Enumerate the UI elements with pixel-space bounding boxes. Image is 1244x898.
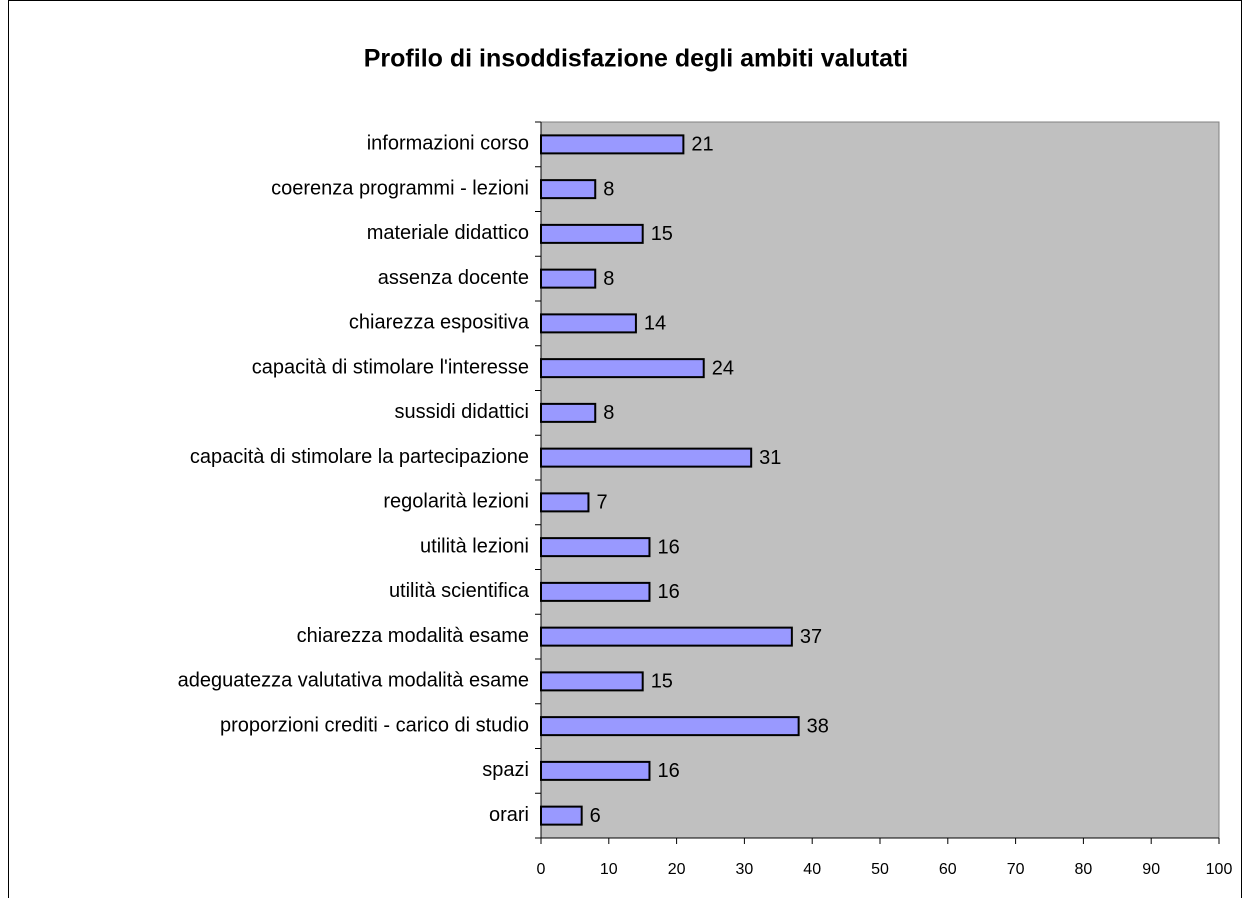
bar — [540, 358, 705, 379]
y-tick-label: utilità scientifica — [389, 580, 530, 602]
y-tick-label: chiarezza espositiva — [349, 312, 530, 334]
data-label: 24 — [712, 357, 734, 379]
x-tick-label: 60 — [939, 861, 957, 878]
data-label: 8 — [603, 402, 614, 424]
bar — [540, 716, 800, 737]
x-tick-label: 70 — [1007, 861, 1025, 878]
data-label: 15 — [651, 671, 673, 693]
data-label: 8 — [603, 178, 614, 200]
bar — [540, 268, 597, 289]
y-tick-label: adeguatezza valutativa modalità esame — [178, 670, 529, 692]
x-tick-label: 50 — [871, 861, 889, 878]
chart-title: Profilo di insoddisfazione degli ambiti … — [364, 45, 909, 73]
data-label: 21 — [691, 134, 713, 156]
data-label: 38 — [807, 715, 829, 737]
y-tick-label: informazioni corso — [367, 133, 529, 155]
y-tick-label: materiale didattico — [367, 222, 529, 244]
x-tick-label: 100 — [1206, 861, 1233, 878]
bar — [540, 223, 644, 244]
data-label: 8 — [603, 268, 614, 290]
y-tick-label: utilità lezioni — [420, 535, 529, 557]
x-tick-label: 40 — [803, 861, 821, 878]
bar — [540, 134, 685, 155]
x-tick-label: 10 — [600, 861, 618, 878]
x-tick-label: 0 — [537, 861, 546, 878]
y-tick-label: assenza docente — [378, 267, 529, 289]
y-tick-label: spazi — [482, 759, 529, 781]
bar — [540, 671, 644, 692]
y-tick-label: coerenza programmi - lezioni — [271, 177, 529, 199]
bar — [540, 492, 590, 513]
bar — [540, 313, 637, 334]
bar — [540, 402, 597, 423]
data-label: 15 — [651, 223, 673, 245]
y-tick-label: capacità di stimolare la partecipazione — [190, 446, 529, 468]
data-label: 14 — [644, 313, 666, 335]
y-tick-label: regolarità lezioni — [383, 491, 529, 513]
data-label: 6 — [590, 805, 601, 827]
y-tick-label: orari — [489, 804, 529, 826]
y-tick-label: sussidi didattici — [394, 401, 529, 423]
y-tick-label: proporzioni crediti - carico di studio — [220, 714, 529, 736]
bar — [540, 179, 597, 200]
bar — [540, 537, 651, 558]
bar — [540, 447, 753, 468]
bar — [540, 805, 583, 826]
bar — [540, 760, 651, 781]
x-tick-label: 20 — [668, 861, 686, 878]
x-tick-label: 30 — [736, 861, 754, 878]
data-label: 37 — [800, 626, 822, 648]
data-label: 16 — [657, 536, 679, 558]
data-label: 31 — [759, 447, 781, 469]
y-tick-label: capacità di stimolare l'interesse — [252, 356, 529, 378]
bar — [540, 581, 651, 602]
data-label: 16 — [657, 581, 679, 603]
x-tick-label: 80 — [1075, 861, 1093, 878]
data-label: 16 — [657, 760, 679, 782]
data-label: 7 — [596, 492, 607, 514]
bar — [540, 626, 793, 647]
y-tick-label: chiarezza modalità esame — [297, 625, 529, 647]
x-tick-label: 90 — [1142, 861, 1160, 878]
